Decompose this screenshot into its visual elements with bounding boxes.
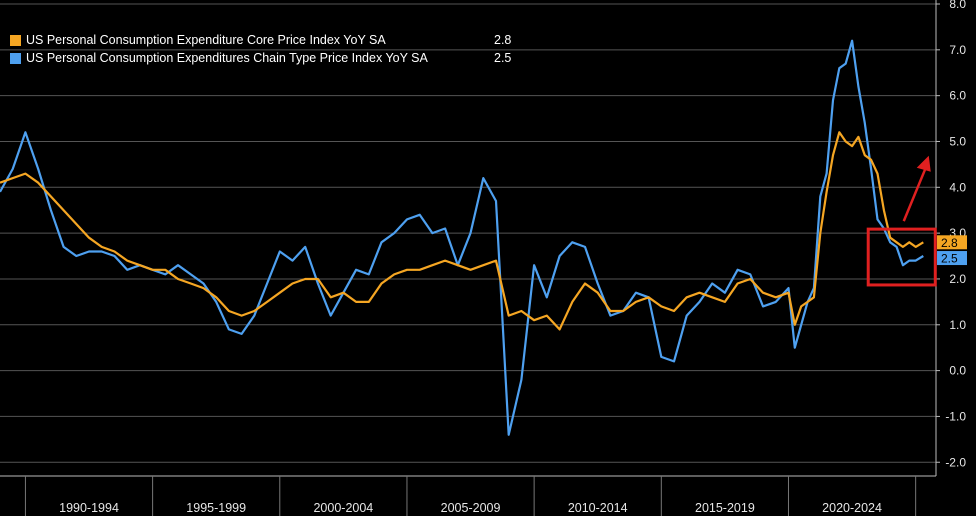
y-tick-label: 0.0: [949, 364, 966, 378]
y-tick-label: 6.0: [949, 89, 966, 103]
annotations: 2.82.5: [866, 155, 967, 287]
last-value-tag-headline-pce: [937, 251, 967, 266]
legend: US Personal Consumption Expenditure Core…: [10, 31, 511, 67]
arrow-line: [902, 167, 927, 222]
series-line-core-pce: [0, 131, 924, 331]
y-axis: -2.0-1.00.01.02.03.04.05.06.07.08.0: [935, 0, 966, 476]
x-tick-label: 1990-1994: [59, 501, 119, 515]
legend-label-headline-pce: US Personal Consumption Expenditures Cha…: [26, 51, 428, 65]
arrow-head: [916, 155, 931, 172]
legend-swatch-headline-pce: [10, 52, 21, 64]
x-tick-label: 2010-2014: [568, 501, 628, 515]
y-tick-label: 2.0: [949, 272, 966, 286]
legend-swatch-core-pce: [10, 34, 21, 46]
gridlines: [0, 3, 936, 463]
x-tick-label: 2015-2019: [695, 501, 755, 515]
x-tick-label: 1995-1999: [186, 501, 246, 515]
y-tick-label: -2.0: [945, 455, 966, 469]
highlight-box: [866, 227, 937, 287]
y-tick-label: 5.0: [949, 134, 966, 148]
y-tick-label: -1.0: [945, 409, 966, 423]
series-line-headline-pce: [0, 39, 924, 436]
x-axis: 1990-1994 1995-1999 2000-2004 2005-2009 2010…: [0, 475, 936, 516]
last-value-tag-text: 2.5: [941, 252, 958, 266]
y-tick-label: 4.0: [949, 180, 966, 194]
x-tick-label: 2020-2024: [822, 501, 882, 515]
last-value-tag-core-pce: [937, 235, 967, 250]
x-tick-label: 2005-2009: [441, 501, 501, 515]
last-value-tag-text: 2.8: [941, 236, 958, 250]
x-tick-label: 2000-2004: [313, 501, 373, 515]
legend-value-core-pce: 2.8: [494, 33, 512, 47]
legend-label-core-pce: US Personal Consumption Expenditure Core…: [26, 33, 386, 47]
y-tick-label: 1.0: [949, 318, 966, 332]
y-tick-label: 7.0: [949, 43, 966, 57]
legend-value-headline-pce: 2.5: [494, 51, 512, 65]
y-tick-label: 8.0: [949, 0, 966, 11]
legend-item-headline-pce: US Personal Consumption Expenditures Cha…: [10, 49, 511, 67]
legend-item-core-pce: US Personal Consumption Expenditure Core…: [10, 31, 511, 49]
series-lines: [0, 39, 924, 436]
